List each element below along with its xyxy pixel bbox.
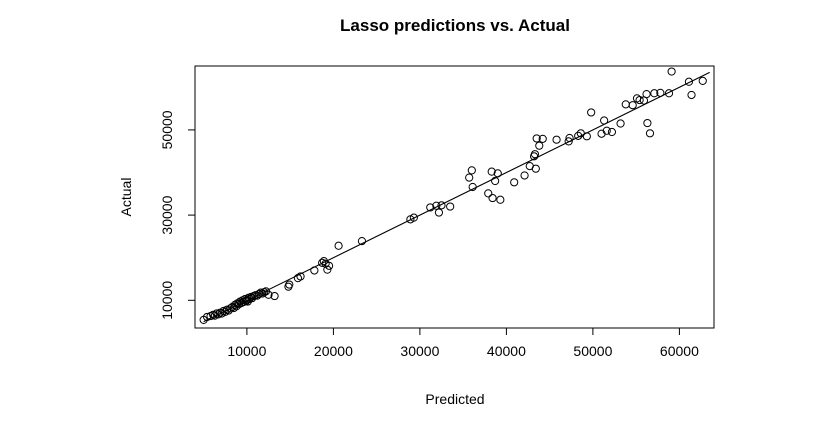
data-point: [249, 291, 258, 301]
data-point: [293, 274, 303, 283]
data-point: [491, 176, 500, 186]
data-point: [687, 90, 696, 100]
data-point: [656, 88, 665, 97]
data-point: [434, 208, 444, 217]
data-point: [684, 77, 694, 86]
data-point: [538, 134, 547, 143]
data-point: [310, 266, 319, 275]
y-axis: 10000 30000 50000: [159, 110, 196, 320]
data-point: [582, 132, 591, 141]
data-point: [260, 288, 269, 297]
y-tick-label: 30000: [159, 195, 175, 234]
chart-title: Lasso predictions vs. Actual: [340, 16, 570, 35]
data-point: [645, 129, 655, 138]
data-point: [531, 164, 540, 173]
data-point: [664, 89, 674, 98]
data-point: [552, 135, 561, 144]
data-point: [467, 166, 476, 175]
data-point: [264, 290, 273, 299]
y-axis-label: Actual: [118, 178, 134, 217]
data-point: [324, 261, 334, 270]
data-point: [600, 116, 609, 125]
data-point: [484, 189, 493, 198]
data-point: [616, 119, 625, 128]
data-point: [318, 258, 327, 267]
data-point: [334, 241, 343, 250]
data-point: [219, 306, 228, 316]
data-point: [698, 76, 707, 86]
data-point: [488, 193, 497, 203]
data-point: [426, 203, 435, 212]
data-point: [432, 201, 441, 210]
y-tick-label: 10000: [159, 281, 175, 320]
data-point: [564, 137, 573, 146]
data-point: [228, 303, 237, 312]
data-point: [635, 95, 644, 105]
data-point: [642, 90, 651, 99]
data-point: [607, 127, 617, 137]
data-point: [643, 118, 652, 128]
x-tick-label: 60000: [660, 343, 699, 359]
data-point: [532, 134, 541, 143]
data-point: [587, 108, 596, 117]
data-point: [357, 236, 367, 246]
data-point: [621, 100, 630, 109]
data-point: [285, 280, 294, 289]
data-point: [437, 201, 446, 210]
reference-line: [203, 71, 710, 323]
data-point: [254, 289, 264, 299]
data-point: [212, 309, 221, 318]
data-point: [203, 312, 212, 322]
data-point: [628, 101, 637, 110]
data-point: [650, 89, 659, 98]
data-point: [530, 150, 540, 159]
data-point: [319, 257, 328, 266]
data-point: [496, 195, 505, 204]
data-point: [667, 67, 676, 76]
data-point: [256, 288, 265, 297]
y-tick-label: 50000: [159, 110, 175, 149]
data-point: [270, 291, 279, 301]
data-point: [574, 131, 583, 140]
x-tick-label: 30000: [400, 343, 439, 359]
data-point: [602, 126, 611, 135]
x-axis-label: Predicted: [425, 391, 484, 407]
data-point: [409, 213, 418, 222]
data-point: [296, 272, 305, 281]
data-point: [465, 173, 474, 182]
data-point: [535, 141, 544, 150]
data-point: [510, 178, 519, 187]
data-point: [323, 265, 332, 274]
data-points: [199, 67, 707, 325]
data-point: [468, 182, 477, 192]
x-tick-label: 50000: [573, 343, 612, 359]
data-point: [520, 171, 529, 180]
data-point: [565, 133, 574, 143]
data-point: [487, 167, 496, 176]
x-tick-label: 40000: [487, 343, 526, 359]
x-tick-label: 20000: [314, 343, 353, 359]
data-point: [446, 202, 455, 211]
x-axis: 10000 20000 30000 40000 50000 60000: [227, 327, 699, 359]
x-tick-label: 10000: [227, 343, 266, 359]
data-point: [493, 169, 502, 178]
